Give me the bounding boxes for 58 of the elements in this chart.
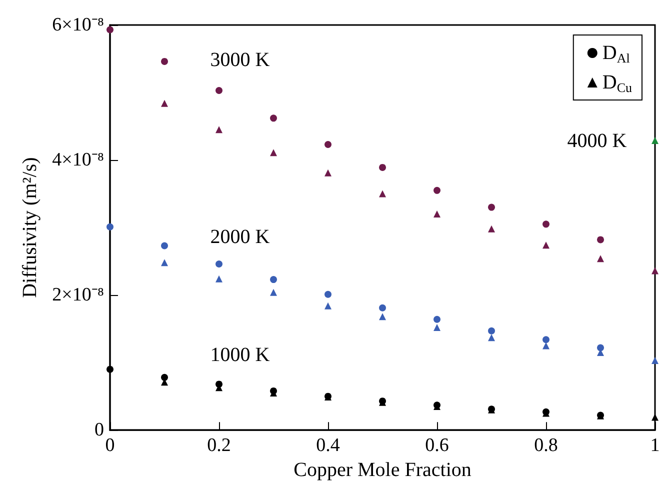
point: [216, 126, 222, 134]
y-tick-label: 2×10⁻⁸: [52, 284, 104, 306]
point: [270, 149, 277, 156]
point: [652, 357, 658, 364]
point: [488, 327, 495, 334]
point: [161, 100, 168, 107]
point: [542, 242, 550, 249]
point: [106, 366, 114, 373]
y-axis-title: Diffusivity (m²/s): [19, 157, 41, 298]
annotation: 1000 K: [210, 344, 270, 366]
point: [652, 136, 658, 144]
point: [652, 267, 658, 274]
point: [379, 313, 386, 320]
point: [216, 260, 222, 268]
annotation: 3000 K: [210, 49, 270, 71]
point: [324, 169, 332, 176]
annotation: 2000 K: [210, 226, 270, 248]
x-tick-label: 0.6: [425, 435, 449, 456]
x-tick-label: 0.4: [316, 435, 340, 456]
point: [542, 220, 550, 228]
point: [324, 141, 332, 148]
point: [434, 324, 440, 331]
point: [161, 58, 168, 65]
point: [270, 114, 277, 122]
point: [434, 186, 440, 194]
point: [161, 242, 168, 250]
x-tick-label: 0.2: [207, 435, 231, 456]
point: [488, 225, 495, 232]
point: [434, 210, 440, 218]
point: [161, 259, 168, 266]
point: [216, 86, 222, 94]
x-axis-title: Copper Mole Fraction: [294, 459, 472, 481]
point: [379, 190, 386, 198]
point: [106, 26, 114, 34]
x-tick-label: 0.8: [534, 435, 558, 456]
point: [597, 236, 604, 244]
annotation: 4000 K: [567, 130, 628, 152]
y-tick-label: 4×10⁻⁸: [52, 150, 104, 171]
point: [597, 255, 604, 262]
y-tick-label: 6×10⁻⁸: [52, 14, 104, 36]
point: [216, 275, 222, 282]
point: [542, 336, 550, 344]
point: [324, 290, 332, 298]
point: [106, 223, 114, 230]
point: [652, 414, 658, 421]
point: [379, 304, 386, 312]
point: [542, 342, 550, 350]
point: [270, 288, 277, 296]
point: [379, 164, 386, 171]
point: [161, 374, 168, 381]
point: [434, 316, 440, 323]
point: [488, 334, 495, 342]
point: [597, 344, 604, 352]
point: [488, 204, 495, 211]
x-tick-label: 1: [650, 435, 660, 456]
y-tick-label: 0: [94, 420, 104, 441]
point: [324, 302, 332, 310]
point: [270, 276, 277, 284]
